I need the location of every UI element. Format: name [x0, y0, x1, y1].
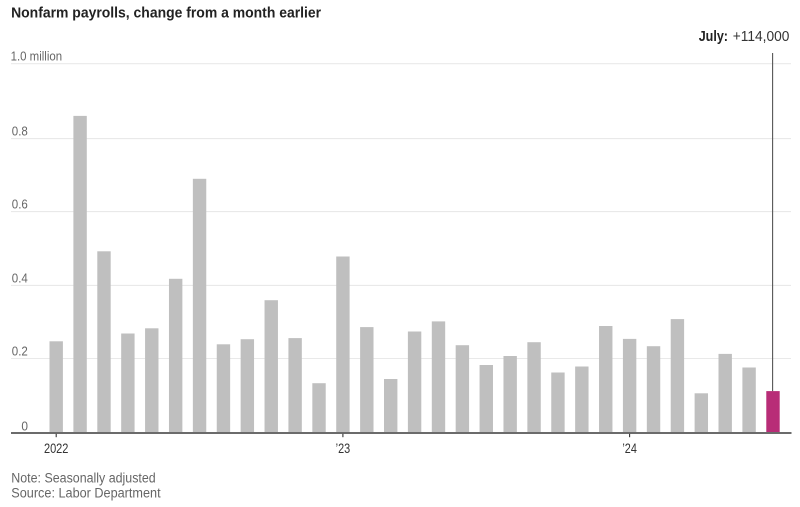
svg-text:0.8: 0.8 — [12, 124, 28, 139]
svg-text:0: 0 — [21, 419, 28, 434]
svg-text:1.0 million: 1.0 million — [11, 49, 63, 64]
svg-text:’23: ’23 — [336, 440, 351, 456]
svg-text:0.2: 0.2 — [12, 344, 28, 359]
svg-text:Nonfarm payrolls, change from: Nonfarm payrolls, change from a month ea… — [11, 5, 321, 22]
svg-text:’24: ’24 — [622, 440, 637, 456]
svg-text:Note: Seasonally adjusted: Note: Seasonally adjusted — [11, 471, 155, 486]
svg-text:July:: July: — [699, 29, 728, 45]
svg-text:0.4: 0.4 — [12, 270, 28, 285]
svg-text:+114,000: +114,000 — [733, 29, 790, 45]
svg-text:2022: 2022 — [44, 440, 69, 456]
svg-text:Source: Labor Department: Source: Labor Department — [11, 485, 161, 500]
svg-text:0.6: 0.6 — [12, 197, 28, 212]
